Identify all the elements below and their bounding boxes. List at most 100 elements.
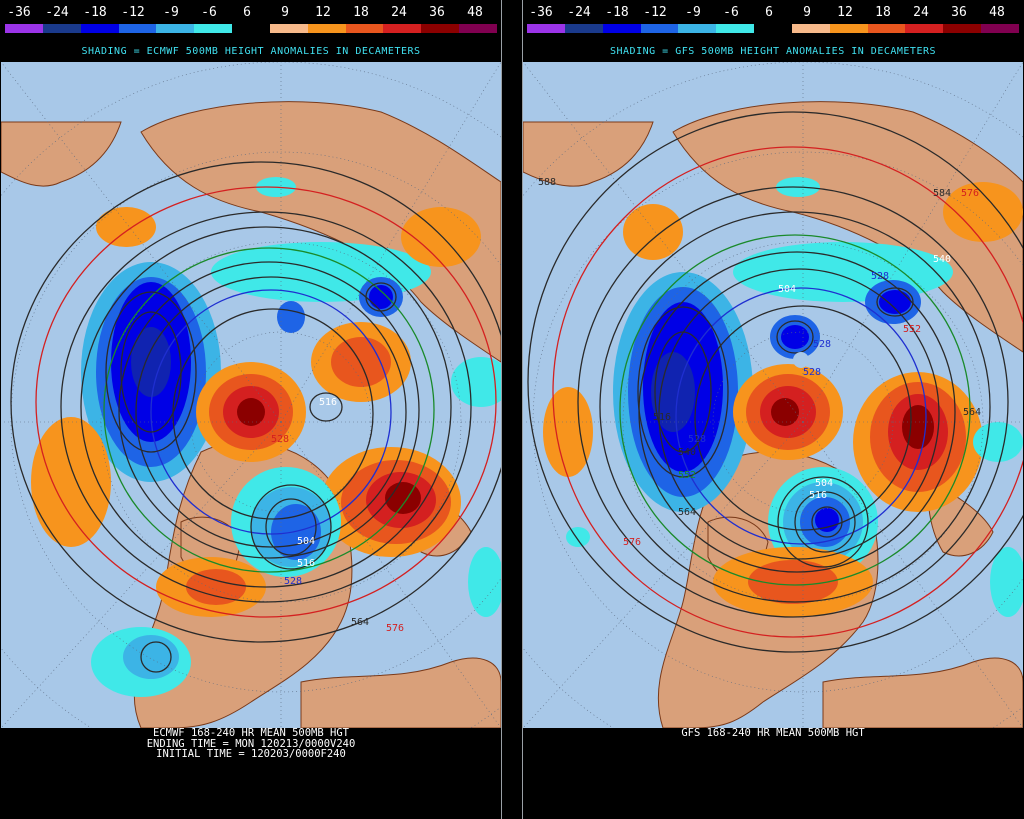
ecmwf-panel: -36 -24 -18 -12 -9 -6 6 9 12 18 24 36 48… (1, 0, 501, 819)
ecmwf-500mb-map: 516 528 504 516 528 564 576 (1, 62, 501, 728)
scale-swatch (459, 24, 497, 33)
contour-label: 584 (933, 188, 951, 199)
caption-line: ENDING TIME = MON 120213/0000V240 (146, 737, 356, 750)
scale-swatch (640, 24, 679, 33)
scale-swatch (307, 24, 346, 33)
scale-label: -9 (685, 5, 701, 20)
scale-swatch (232, 24, 270, 33)
contour-label: 588 (538, 177, 556, 188)
scale-swatch (981, 24, 1019, 33)
scale-label: 18 (353, 5, 369, 20)
contour-label: 516 (319, 397, 337, 408)
scale-label: -18 (605, 5, 629, 20)
lat-lon-grid (523, 62, 1023, 728)
scale-label: 36 (951, 5, 967, 20)
contour-label: 516 (653, 412, 671, 423)
scale-label: -18 (83, 5, 107, 20)
scale-swatch (80, 24, 119, 33)
scale-swatch (602, 24, 641, 33)
contour-label: 528 (803, 367, 821, 378)
scale-swatch (345, 24, 384, 33)
gfs-panel: -36 -24 -18 -12 -9 -6 6 9 12 18 24 36 48… (523, 0, 1023, 819)
contour-label: 528 (271, 434, 289, 445)
contour-label: 504 (297, 536, 315, 547)
contour-labels: 516 528 504 516 528 564 576 (271, 397, 404, 634)
contour-label: 516 (297, 558, 315, 569)
contour-label: 504 (778, 284, 796, 295)
scale-label: -9 (163, 5, 179, 20)
contour-label: 576 (386, 623, 404, 634)
anomaly-scale-labels: -36 -24 -18 -12 -9 -6 6 9 12 18 24 36 48 (523, 6, 1023, 20)
separator-line (522, 0, 523, 819)
scale-swatch (791, 24, 830, 33)
shading-title: SHADING = ECMWF 500MB HEIGHT ANOMALIES I… (81, 46, 421, 57)
scale-swatch (943, 24, 982, 33)
contour-label: 564 (678, 507, 696, 518)
scale-swatch (564, 24, 603, 33)
scale-label: -36 (7, 5, 31, 20)
scale-swatch (905, 24, 944, 33)
anomaly-shading (31, 177, 501, 697)
scale-label: 6 (765, 5, 773, 20)
anomaly-shading (543, 177, 1023, 617)
height-contours (527, 111, 1023, 653)
scale-swatch (194, 24, 233, 33)
scale-swatch (5, 24, 43, 33)
contour-label: 576 (623, 537, 641, 548)
scale-swatch (829, 24, 868, 33)
height-contours (10, 161, 501, 673)
contour-label: 528 (871, 271, 889, 282)
anomaly-color-scale (5, 24, 497, 33)
scale-swatch (118, 24, 157, 33)
scale-swatch (678, 24, 717, 33)
scale-swatch (754, 24, 792, 33)
scale-swatch (383, 24, 422, 33)
caption-line: INITIAL TIME = 120203/0000F240 (156, 748, 346, 760)
caption-line: ECMWF 168-240 HR MEAN 500MB HGT (153, 727, 349, 739)
scale-label: 24 (913, 5, 929, 20)
caption-line: GFS 168-240 HR MEAN 500MB HGT (681, 727, 865, 739)
map-caption: GFS 168-240 HR MEAN 500MB HGT (523, 728, 1023, 739)
scale-label: -12 (643, 5, 667, 20)
scale-label: 24 (391, 5, 407, 20)
scale-label: 48 (467, 5, 483, 20)
scale-label: -12 (121, 5, 145, 20)
contour-labels: 588 584 576 540 528 504 528 528 552 564 … (538, 177, 981, 548)
contour-label: 564 (963, 407, 981, 418)
panel-separator (501, 0, 523, 819)
scale-swatch (867, 24, 906, 33)
scale-swatch (269, 24, 308, 33)
contour-label: 504 (815, 478, 833, 489)
scale-label: 9 (803, 5, 811, 20)
contour-label: 576 (961, 188, 979, 199)
scale-swatch (42, 24, 81, 33)
scale-label: 36 (429, 5, 445, 20)
scale-label: -24 (567, 5, 591, 20)
scale-label: -36 (529, 5, 553, 20)
scale-label: 18 (875, 5, 891, 20)
contour-label: 528 (284, 576, 302, 587)
scale-label: -6 (201, 5, 217, 20)
gfs-500mb-map: 588 584 576 540 528 504 528 528 552 564 … (523, 62, 1023, 728)
contour-label: 552 (678, 470, 696, 481)
scale-label: 48 (989, 5, 1005, 20)
scale-swatch (527, 24, 565, 33)
anomaly-color-scale (527, 24, 1019, 33)
shading-title: SHADING = GFS 500MB HEIGHT ANOMALIES IN … (609, 46, 937, 57)
contour-label: 528 (813, 339, 831, 350)
lat-lon-grid (1, 62, 501, 728)
scale-label: -24 (45, 5, 69, 20)
scale-label: 12 (315, 5, 331, 20)
pole-marker (793, 352, 809, 368)
scale-swatch (716, 24, 755, 33)
anomaly-scale-labels: -36 -24 -18 -12 -9 -6 6 9 12 18 24 36 48 (1, 6, 501, 20)
scale-label: -6 (723, 5, 739, 20)
map-caption: ECMWF 168-240 HR MEAN 500MB HGT ENDING T… (1, 728, 501, 760)
contour-label: 540 (933, 254, 951, 265)
separator-line (501, 0, 502, 819)
scale-label: 12 (837, 5, 853, 20)
contour-label: 516 (809, 490, 827, 501)
scale-label: 6 (243, 5, 251, 20)
scale-swatch (156, 24, 195, 33)
contour-label: 540 (678, 447, 696, 458)
